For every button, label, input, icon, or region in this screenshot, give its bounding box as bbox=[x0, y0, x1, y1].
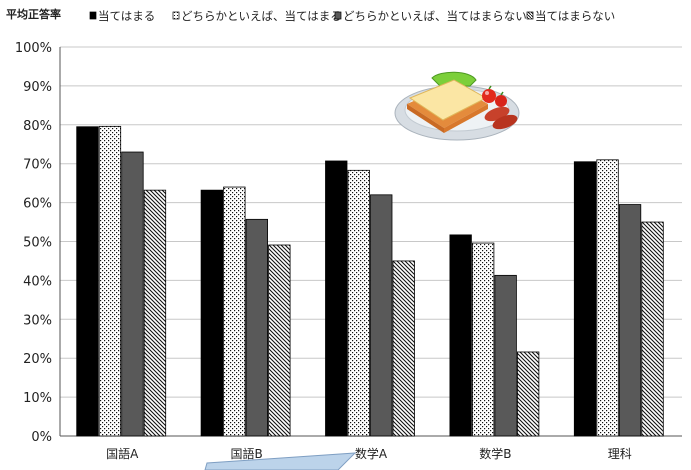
bar bbox=[494, 274, 517, 437]
y-axis-label: 平均正答率 bbox=[6, 7, 61, 21]
y-tick-label: 100% bbox=[15, 41, 52, 56]
y-tick-label: 50% bbox=[23, 236, 52, 251]
y-tick-label: 60% bbox=[23, 197, 52, 212]
x-tick-label: 国語A bbox=[106, 446, 139, 461]
bar bbox=[325, 160, 348, 437]
y-tick-label: 20% bbox=[23, 352, 52, 367]
legend-entry: 当てはまる bbox=[98, 9, 155, 23]
x-tick-label: 数学B bbox=[479, 446, 511, 461]
bar bbox=[641, 221, 664, 437]
legend: 当てはまる どちらかといえば、当てはまる どちらかといえば、当てはまらない 当てはまら… bbox=[89, 9, 615, 23]
bar bbox=[596, 159, 619, 437]
bar bbox=[76, 126, 99, 437]
y-tick-label: 10% bbox=[23, 391, 52, 406]
breakfast-plate-icon bbox=[394, 71, 520, 141]
x-tick-label: 理科 bbox=[608, 447, 632, 461]
bar bbox=[392, 260, 415, 437]
y-tick-label: 0% bbox=[31, 430, 52, 445]
callout-arrow bbox=[204, 452, 357, 470]
y-tick-label: 40% bbox=[23, 274, 52, 289]
legend-swatch bbox=[526, 11, 534, 20]
bar bbox=[471, 242, 495, 437]
x-tick-label: 数学A bbox=[355, 446, 388, 461]
legend-swatch bbox=[334, 11, 342, 20]
bars bbox=[76, 125, 664, 437]
legend-entry: どちらかといえば、当てはまる bbox=[181, 9, 342, 23]
bar bbox=[121, 151, 144, 437]
y-tick-labels: 0% 10% 20% 30% 40% 50% 60% 70% 80% 90% 100% bbox=[15, 41, 52, 445]
x-tick-label: 国語B bbox=[230, 446, 262, 461]
y-tick-label: 80% bbox=[23, 119, 52, 134]
y-tick-label: 30% bbox=[23, 313, 52, 328]
bar bbox=[347, 169, 370, 437]
bar bbox=[98, 125, 122, 437]
y-tick-label: 90% bbox=[23, 80, 52, 95]
bar bbox=[449, 234, 472, 437]
legend-entry: どちらかといえば、当てはまらない bbox=[343, 9, 527, 23]
legend-swatch bbox=[89, 11, 97, 20]
bar bbox=[245, 218, 269, 437]
bar bbox=[517, 351, 540, 437]
bar bbox=[200, 189, 224, 437]
bar bbox=[573, 161, 597, 437]
legend-entry: 当てはまらない bbox=[535, 9, 615, 23]
bar bbox=[268, 244, 291, 437]
legend-swatch bbox=[172, 11, 180, 20]
bar bbox=[618, 204, 642, 437]
y-tick-label: 70% bbox=[23, 158, 52, 173]
bar bbox=[223, 186, 246, 437]
bar bbox=[370, 194, 393, 437]
bar bbox=[143, 189, 167, 437]
x-tick-labels: 国語A 国語B 数学A 数学B 理科 bbox=[106, 446, 632, 461]
